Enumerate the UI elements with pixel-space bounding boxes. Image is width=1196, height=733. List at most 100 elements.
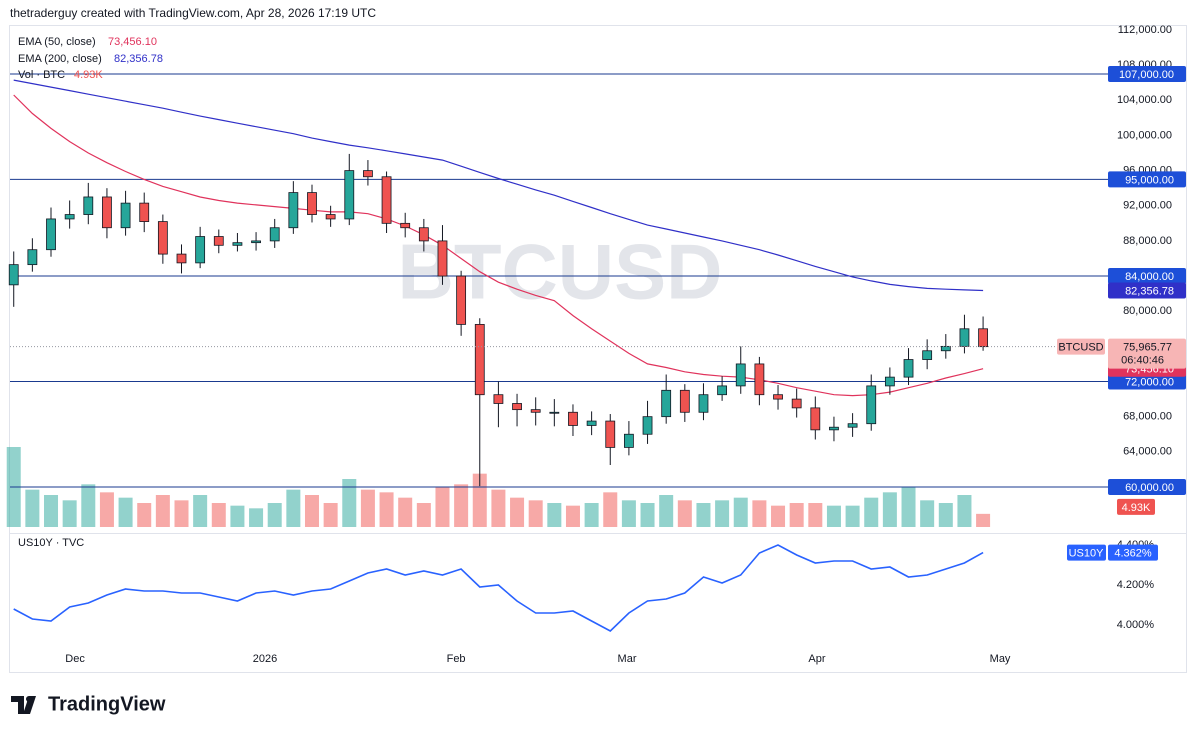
volume-bar — [137, 503, 152, 527]
volume-bar — [267, 503, 282, 527]
volume-bar — [715, 500, 730, 527]
candle-body — [102, 196, 112, 229]
x-tick-label: Feb — [447, 653, 466, 665]
y-tick-label: 104,000.00 — [1117, 94, 1172, 106]
volume-bar — [677, 500, 692, 527]
candle-body — [8, 264, 19, 286]
volume-bar — [864, 497, 879, 527]
volume-bar — [62, 500, 77, 527]
legend-value: 73,456.10 — [108, 36, 157, 48]
x-tick-label: May — [990, 653, 1011, 665]
volume-bar — [920, 500, 935, 527]
chart-frame — [9, 25, 1187, 673]
volume-bar — [584, 503, 599, 527]
volume-bar — [826, 505, 841, 527]
candle-body — [791, 398, 802, 409]
candle-body — [400, 222, 411, 229]
ema-label: 82,356.78 — [1125, 285, 1174, 297]
volume-bar — [957, 495, 972, 527]
volume-bar — [621, 500, 636, 527]
candle-body — [735, 363, 746, 387]
volume-bar — [360, 489, 375, 527]
volume-bar — [565, 505, 580, 527]
volume-bar — [398, 497, 413, 527]
candle-body — [325, 214, 336, 220]
volume-label-bg — [1117, 498, 1155, 515]
level-label-bg — [1108, 268, 1186, 285]
candle-body — [195, 236, 206, 264]
y-tick-label: 100,000.00 — [1117, 129, 1172, 141]
volume-bar — [733, 497, 748, 527]
candle-body — [251, 240, 261, 244]
level-label-bg — [1108, 478, 1186, 495]
y-tick-label: 112,000.00 — [1118, 24, 1172, 36]
last-value-bg — [1108, 544, 1158, 561]
volume-bar — [454, 484, 469, 527]
candle-body — [474, 323, 485, 396]
legend-value: 4.93K — [74, 69, 103, 81]
volume-bar — [44, 495, 59, 527]
level-label: 95,000.00 — [1125, 174, 1174, 186]
y-tick-label: 68,000.00 — [1123, 411, 1172, 423]
last-price-bg — [1108, 338, 1186, 369]
candle-body — [698, 394, 709, 413]
level-label-bg — [1108, 65, 1186, 82]
candle-body — [418, 227, 429, 242]
candle-body — [176, 253, 187, 264]
candle-body — [847, 423, 858, 428]
logo-text: TradingView — [48, 693, 166, 715]
logo-icon — [11, 696, 36, 714]
x-tick-label: Mar — [618, 653, 637, 665]
volume-bar — [789, 503, 804, 527]
legend-name: EMA (200, close) — [18, 53, 102, 65]
volume-bar — [510, 497, 525, 527]
volume-bar — [435, 487, 450, 527]
candle-body — [232, 242, 243, 246]
symbol-tag: BTCUSD — [1058, 342, 1103, 354]
ema-line — [13, 94, 984, 397]
volume-bar — [528, 500, 543, 527]
volume-label: 4.93K — [1122, 502, 1151, 514]
pane-title: US10Y · TVC — [18, 537, 84, 549]
volume-bar — [640, 503, 655, 527]
volume-bar — [342, 479, 357, 527]
volume-bar — [416, 503, 431, 527]
candle-body — [157, 221, 168, 255]
candle-body — [307, 192, 317, 215]
y-tick-label: 88,000.00 — [1123, 235, 1172, 247]
volume-bar — [882, 492, 897, 527]
candle-body — [642, 416, 653, 435]
volume-bar — [379, 492, 394, 527]
candle-body — [549, 411, 560, 414]
volume-bar — [193, 495, 208, 527]
volume-bar — [752, 500, 767, 527]
candle-body — [978, 328, 988, 348]
candle-body — [437, 240, 448, 277]
y-tick-label: 64,000.00 — [1123, 446, 1172, 458]
volume-bar — [323, 503, 338, 527]
candle-body — [139, 202, 150, 222]
volume-bar — [174, 500, 189, 527]
volume-bar — [938, 503, 953, 527]
symbol-tag-bg — [1057, 338, 1105, 355]
countdown: 06:40:46 — [1121, 355, 1164, 367]
candle-body — [493, 394, 504, 404]
volume-bar — [99, 492, 114, 527]
level-label-bg — [1108, 171, 1186, 188]
candle-body — [120, 202, 131, 229]
y-tick-label: 92,000.00 — [1123, 200, 1172, 212]
candle-body — [586, 420, 597, 426]
ema-label-bg — [1108, 282, 1186, 299]
candle-body — [83, 196, 94, 215]
volume-bar — [976, 513, 991, 527]
last-price: 75,965.77 — [1123, 342, 1172, 354]
x-tick-label: Apr — [808, 653, 825, 665]
candle-body — [773, 394, 783, 400]
candle-body — [568, 411, 578, 426]
yield-line — [13, 544, 984, 632]
volume-bar — [230, 505, 245, 527]
candle-body — [679, 389, 690, 413]
legend-name: EMA (50, close) — [18, 36, 96, 48]
ema-line — [13, 79, 984, 292]
